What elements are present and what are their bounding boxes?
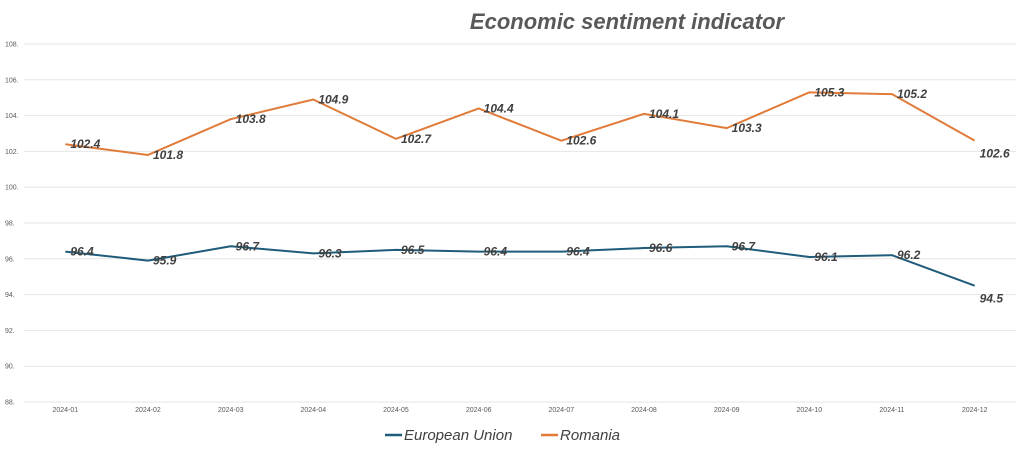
data-label-romania: 103.3 bbox=[732, 121, 762, 135]
series-line-romania bbox=[65, 91, 976, 156]
data-label-romania: 102.6 bbox=[980, 147, 1010, 161]
y-tick-label: 100. bbox=[5, 185, 19, 192]
x-tick-label: 2024-10 bbox=[796, 407, 822, 414]
data-label-romania: 102.4 bbox=[70, 137, 100, 151]
y-tick-label: 106. bbox=[5, 77, 19, 84]
data-label-european-union: 96.4 bbox=[566, 245, 590, 259]
grid-lines bbox=[24, 43, 1016, 403]
x-axis-ticks: 2024-01 2024-02 2024-03 2024-04 2024-05 2024-… bbox=[52, 407, 987, 414]
data-label-european-union: 96.4 bbox=[484, 245, 508, 259]
data-label-romania: 104.1 bbox=[649, 107, 679, 121]
data-label-romania: 102.7 bbox=[401, 132, 432, 146]
data-label-romania: 102.6 bbox=[566, 134, 596, 148]
x-tick-label: 2024-02 bbox=[135, 407, 161, 414]
data-label-european-union: 95.9 bbox=[153, 254, 177, 268]
legend: European Union Romania bbox=[385, 427, 620, 444]
data-label-european-union: 96.7 bbox=[236, 239, 261, 253]
y-tick-label: 90. bbox=[5, 364, 15, 371]
data-label-european-union: 96.2 bbox=[897, 248, 921, 262]
y-tick-label: 108. bbox=[5, 42, 19, 49]
x-tick-label: 2024-04 bbox=[300, 407, 326, 414]
x-tick-label: 2024-12 bbox=[962, 407, 988, 414]
data-label-romania: 104.9 bbox=[318, 92, 348, 106]
x-tick-label: 2024-01 bbox=[52, 407, 78, 414]
data-label-romania: 101.8 bbox=[153, 148, 183, 162]
y-axis-ticks: 108. 106. 104. 102. 100. 98. 96. 94. 92. 90. 88. bbox=[5, 42, 19, 407]
data-label-european-union: 96.5 bbox=[401, 243, 425, 257]
legend-label-romania: Romania bbox=[560, 427, 620, 444]
series-lines bbox=[65, 91, 976, 287]
x-tick-label: 2024-06 bbox=[466, 407, 492, 414]
data-label-european-union: 96.1 bbox=[814, 250, 838, 264]
y-tick-label: 98. bbox=[5, 221, 15, 228]
data-label-romania: 105.3 bbox=[814, 85, 844, 99]
data-labels: 96.4 95.9 96.7 96.3 96.5 96.4 96.4 96.6 96.7 96.1… bbox=[70, 85, 1010, 305]
y-tick-label: 104. bbox=[5, 113, 19, 120]
data-label-romania: 104.4 bbox=[484, 101, 514, 115]
x-tick-label: 2024-09 bbox=[714, 407, 740, 414]
data-label-european-union: 94.5 bbox=[980, 292, 1004, 306]
legend-label-european-union: European Union bbox=[404, 427, 512, 444]
data-label-european-union: 96.6 bbox=[649, 241, 673, 255]
y-tick-label: 94. bbox=[5, 292, 15, 299]
chart-title: Economic sentiment indicator bbox=[470, 9, 786, 34]
data-label-european-union: 96.4 bbox=[70, 245, 94, 259]
x-tick-label: 2024-11 bbox=[879, 407, 904, 414]
y-tick-label: 88. bbox=[5, 400, 15, 407]
x-tick-label: 2024-07 bbox=[548, 407, 574, 414]
data-label-european-union: 96.7 bbox=[732, 239, 757, 253]
data-label-romania: 103.8 bbox=[236, 112, 266, 126]
series-line-european-union bbox=[65, 245, 976, 287]
y-tick-label: 96. bbox=[5, 256, 15, 263]
x-tick-label: 2024-05 bbox=[383, 407, 409, 414]
x-tick-label: 2024-03 bbox=[218, 407, 244, 414]
x-tick-label: 2024-08 bbox=[631, 407, 657, 414]
data-label-european-union: 96.3 bbox=[318, 246, 342, 260]
data-label-romania: 105.2 bbox=[897, 87, 927, 101]
y-tick-label: 92. bbox=[5, 328, 15, 335]
y-tick-label: 102. bbox=[5, 149, 19, 156]
